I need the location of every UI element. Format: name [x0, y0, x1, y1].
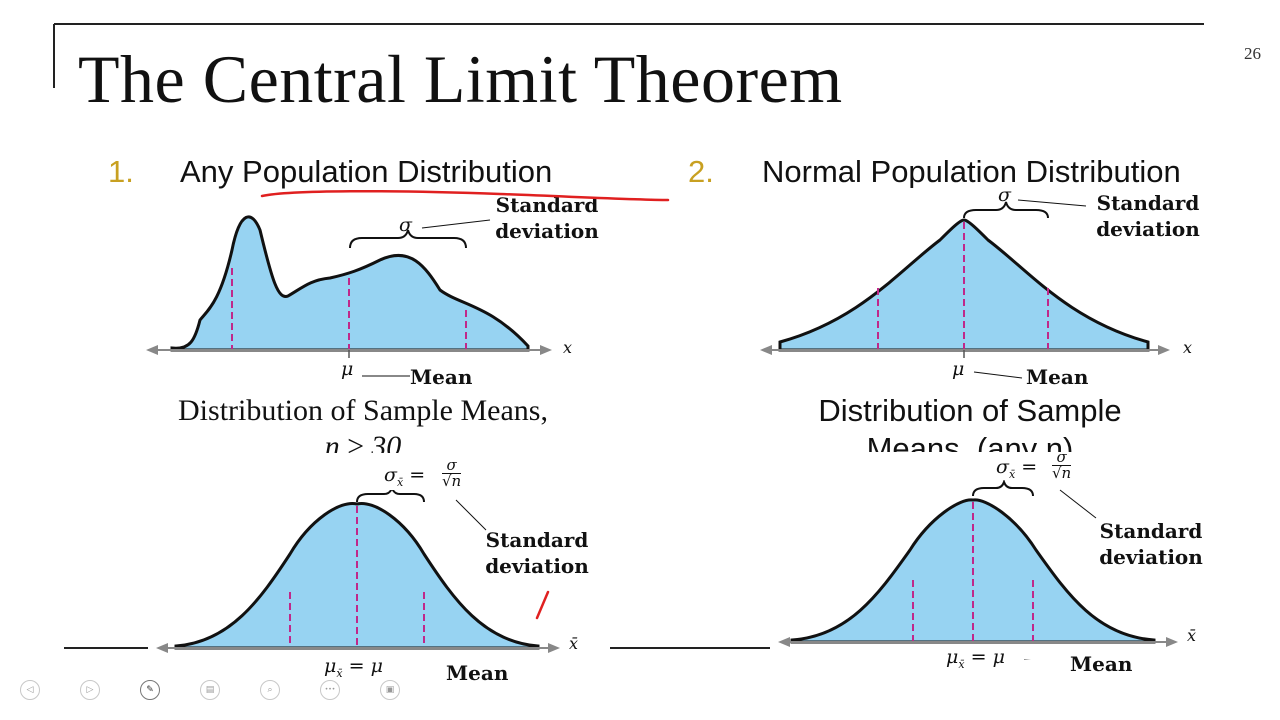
zoom-icon[interactable]: ⌕ — [260, 680, 280, 700]
left-subtitle: Distribution of Sample Means, n ≥ 30 — [130, 393, 596, 453]
xbar-axis-label: x̄ — [1187, 626, 1197, 645]
x-axis-label: x — [1183, 338, 1193, 357]
item-2-text: Normal Population Distribution — [762, 154, 1181, 188]
std-dev-line1: Standard — [485, 528, 589, 552]
x-axis-label: x — [563, 338, 573, 357]
std-dev-label: Standard deviation — [478, 527, 596, 579]
sigma-over-root-n: σ √n — [442, 458, 462, 490]
mu-xbar-label: μx̄ = μ — [946, 646, 1005, 671]
sigma-label: σ — [998, 184, 1011, 206]
mu-symbol: μ — [946, 646, 959, 668]
xbar-axis-label: x̄ — [569, 634, 579, 653]
sigma-over-root-n: σ √n — [1052, 450, 1072, 482]
std-dev-line1: Standard — [1099, 519, 1203, 543]
slide-title: The Central Limit Theorem — [78, 41, 843, 117]
xbar-subscript: x̄ — [1008, 467, 1016, 481]
mu-xbar-label: μx̄ = μ — [324, 655, 383, 680]
item-1-number: 1. — [108, 154, 134, 189]
std-dev-line2: deviation — [485, 554, 589, 578]
sample-means-chart-any-n — [778, 480, 1178, 660]
mu-equals: = μ — [970, 646, 1005, 668]
equals-sign: = — [1021, 456, 1038, 478]
slides-grid-icon[interactable]: ▤ — [200, 680, 220, 700]
mean-label: Mean — [410, 365, 473, 389]
right-subtitle-line2: Means, (any n) — [866, 431, 1074, 452]
mu-label: μ — [341, 358, 354, 380]
std-dev-line2: deviation — [1099, 545, 1203, 569]
sigma-xbar-label: σx̄ = — [384, 464, 425, 489]
std-dev-label: Standard deviation — [1092, 518, 1210, 570]
std-dev-line1: Standard — [1096, 191, 1200, 215]
mean-label: Mean — [1070, 652, 1133, 676]
mean-label: Mean — [1026, 365, 1089, 389]
right-subtitle: Distribution of Sample Means, (any n) — [770, 392, 1170, 452]
screen-icon[interactable]: ▣ — [380, 680, 400, 700]
std-dev-label: Standard deviation — [1090, 190, 1206, 242]
xbar-subscript: x̄ — [396, 475, 404, 489]
normal-population-chart — [760, 199, 1170, 379]
mean-label: Mean — [446, 661, 509, 685]
more-options-icon[interactable]: ••• — [320, 680, 340, 700]
red-slash-annotation — [535, 590, 550, 620]
right-subtitle-line1: Distribution of Sample — [818, 393, 1122, 428]
fraction-numerator: σ — [1052, 450, 1072, 466]
sigma-symbol: σ — [384, 464, 397, 486]
xbar-subscript: x̄ — [958, 657, 965, 671]
slide-number: 26 — [1244, 44, 1261, 63]
fraction-denominator: √n — [1052, 464, 1072, 482]
normal-population-curve — [778, 218, 1150, 352]
sample-means-chart-large-n — [156, 490, 560, 653]
item-2-number: 2. — [688, 154, 714, 189]
mu-equals: = μ — [348, 655, 383, 677]
std-dev-line2: deviation — [495, 219, 599, 243]
pen-icon[interactable]: ✎ — [140, 680, 160, 700]
sigma-label: σ — [399, 214, 412, 236]
previous-slide-icon[interactable]: ◁ — [20, 680, 40, 700]
mu-label: μ — [952, 358, 965, 380]
sigma-symbol: σ — [996, 456, 1009, 478]
xbar-subscript: x̄ — [336, 666, 343, 680]
left-subtitle-line2: n ≥ 30 — [324, 430, 402, 453]
left-subtitle-line1: Distribution of Sample Means, — [178, 394, 548, 427]
item-2-clip: Normal Population Distribution — [762, 150, 1262, 188]
fraction-numerator: σ — [442, 458, 462, 474]
std-dev-label: Standard deviation — [492, 192, 602, 244]
mu-symbol: μ — [324, 655, 337, 677]
next-slide-icon[interactable]: ▷ — [80, 680, 100, 700]
std-dev-line2: deviation — [1096, 217, 1200, 241]
item-1-text: Any Population Distribution — [180, 154, 553, 189]
red-underline-annotation — [260, 189, 670, 202]
sigma-xbar-label: σx̄ = — [996, 456, 1037, 481]
equals-sign: = — [409, 464, 426, 486]
fraction-denominator: √n — [442, 472, 462, 490]
any-population-chart — [146, 215, 552, 377]
